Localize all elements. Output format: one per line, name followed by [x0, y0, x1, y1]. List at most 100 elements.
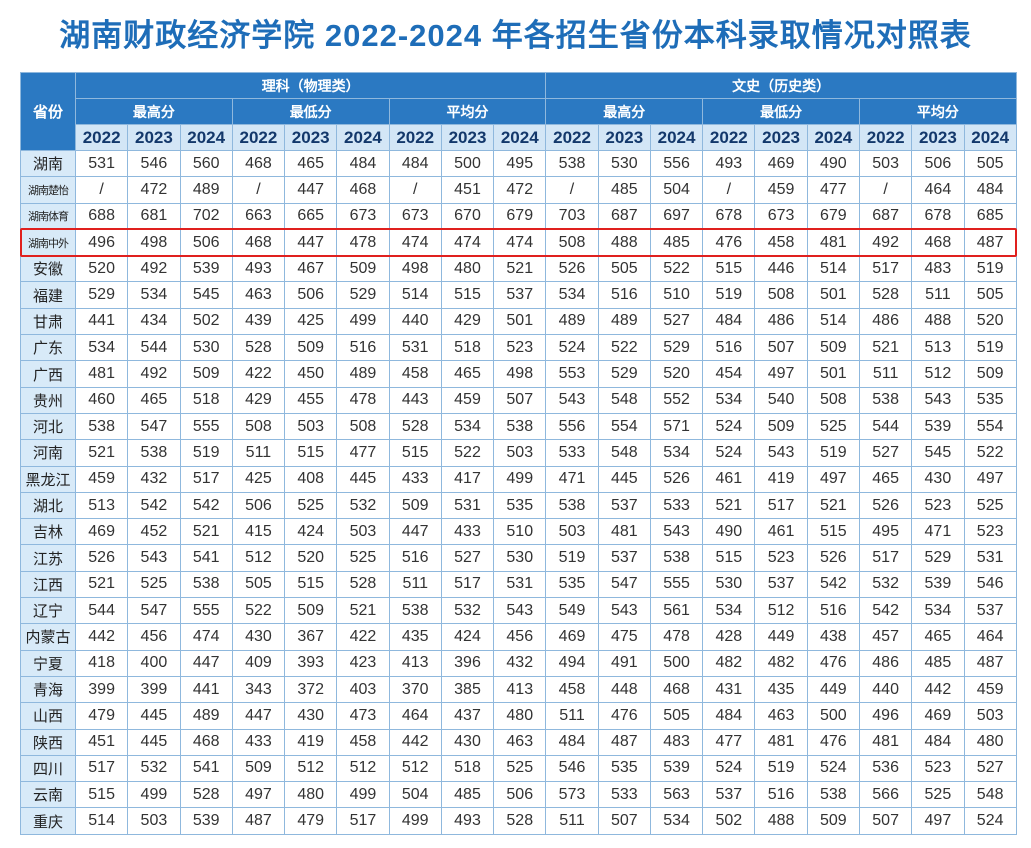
score: 408 [284, 465, 338, 493]
score: 549 [545, 597, 599, 625]
province: 江苏 [20, 544, 76, 572]
score: 501 [806, 360, 860, 388]
score: 541 [179, 754, 233, 783]
score: 467 [284, 255, 338, 283]
score: 496 [858, 702, 913, 730]
score: 526 [858, 491, 913, 520]
score: 413 [388, 649, 442, 677]
score: 499 [493, 465, 547, 493]
score: 546 [963, 570, 1017, 599]
score: 508 [545, 228, 599, 257]
score: 571 [649, 412, 704, 441]
score: 483 [649, 728, 704, 756]
score: 409 [231, 649, 286, 677]
score: 474 [493, 228, 547, 257]
score: 552 [649, 386, 704, 414]
province: 河南 [20, 439, 76, 467]
score: 484 [911, 728, 965, 756]
province: 广西 [20, 360, 76, 388]
corner-header: 省份 [20, 72, 76, 151]
score: 518 [440, 334, 495, 362]
province: 湖南 [20, 149, 76, 178]
score: 497 [806, 465, 860, 493]
score: 561 [649, 597, 704, 625]
score: 528 [231, 334, 286, 362]
score: 536 [858, 754, 913, 783]
score: 515 [702, 255, 756, 283]
score: 463 [493, 728, 547, 756]
score: 458 [754, 228, 808, 257]
score: 485 [649, 228, 704, 257]
score: 509 [284, 334, 338, 362]
score: 430 [911, 465, 965, 493]
score: 433 [440, 518, 495, 546]
score: 434 [127, 307, 181, 336]
score: 458 [545, 675, 599, 704]
score: 499 [336, 307, 390, 336]
score: 454 [702, 360, 756, 388]
score: 538 [388, 597, 442, 625]
score: 484 [388, 149, 442, 178]
score: 537 [702, 781, 756, 809]
score: 511 [858, 360, 913, 388]
score: 459 [74, 465, 129, 493]
data-row: 广西 481 492 509 422 450 489 458 465 498 553 529 520 45… [20, 360, 1017, 388]
year-header: 2024 [336, 124, 390, 151]
score: 554 [963, 412, 1017, 441]
score: 543 [649, 518, 704, 546]
score: 519 [963, 334, 1017, 362]
score: 534 [74, 334, 129, 362]
score: 535 [493, 491, 547, 520]
score: 518 [179, 386, 233, 414]
score: 678 [702, 202, 756, 230]
score: 530 [597, 149, 651, 178]
score: 547 [597, 570, 651, 599]
data-row: 辽宁 544 547 555 522 509 521 538 532 543 549 543 561 53… [20, 597, 1017, 625]
data-row: 广东 534 544 530 528 509 516 531 518 523 524 522 529 51… [20, 334, 1017, 362]
score: 450 [284, 360, 338, 388]
score: 463 [231, 281, 286, 309]
score: 673 [336, 202, 390, 230]
score: 560 [179, 149, 233, 178]
score: 429 [231, 386, 286, 414]
data-row: 黑龙江 459 432 517 425 408 445 433 417 499 471 445 526 4… [20, 465, 1017, 493]
score: 508 [754, 281, 808, 309]
score: 537 [597, 544, 651, 572]
score: 556 [545, 412, 599, 441]
score: 465 [284, 149, 338, 178]
score: 539 [911, 570, 965, 599]
score: 431 [702, 675, 756, 704]
score: 487 [963, 228, 1017, 257]
score: 526 [806, 544, 860, 572]
score: 525 [806, 412, 860, 441]
score: 435 [388, 623, 442, 651]
score: 487 [963, 649, 1017, 677]
score: 503 [336, 518, 390, 546]
score: 542 [127, 491, 181, 520]
score: 469 [74, 518, 129, 546]
score: 543 [597, 597, 651, 625]
score: 517 [336, 807, 390, 835]
score: 521 [74, 570, 129, 599]
score: 476 [806, 649, 860, 677]
header-row: 省份 理科（物理类） 文史（历史类） [20, 72, 1017, 151]
score: 457 [858, 623, 913, 651]
score: 432 [127, 465, 181, 493]
data-row: 湖南 531 546 560 468 465 484 484 500 495 538 530 556 49… [20, 149, 1017, 178]
year-header: 2022 [231, 124, 286, 151]
data-row: 陕西 451 445 468 433 419 458 442 430 463 484 487 483 47… [20, 728, 1017, 756]
subgroup-header: 最高分 [545, 98, 704, 125]
score: 511 [231, 439, 286, 467]
score: 703 [545, 202, 599, 230]
score: 535 [545, 570, 599, 599]
score: 530 [493, 544, 547, 572]
score: 688 [74, 202, 129, 230]
score: 488 [754, 807, 808, 835]
score: 494 [545, 649, 599, 677]
subgroup-header: 最高分 [75, 98, 233, 125]
score: 539 [179, 255, 233, 283]
score: 515 [74, 781, 129, 809]
subgroup-header: 最低分 [231, 98, 390, 125]
score: 517 [858, 544, 913, 572]
score: 447 [388, 518, 442, 546]
